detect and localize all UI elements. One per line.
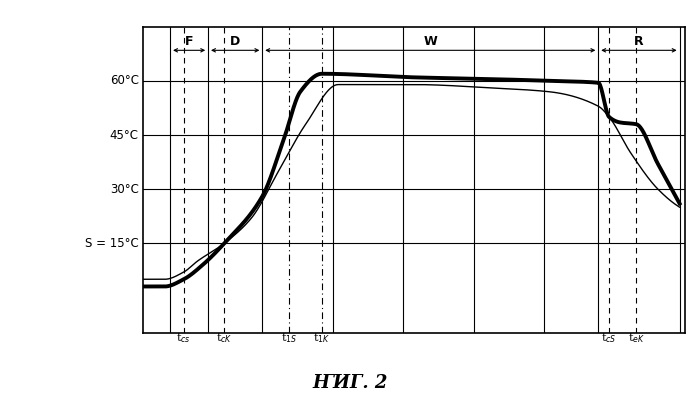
Text: S = 15°C: S = 15°C [85,237,139,250]
Text: t$_{cS}$: t$_{cS}$ [601,331,617,345]
Text: F: F [185,35,193,48]
Text: t$_{eK}$: t$_{eK}$ [628,331,645,345]
Text: R: R [634,35,644,48]
Text: 45°C: 45°C [110,129,139,141]
Text: 30°C: 30°C [110,183,139,196]
Text: t$_{cK}$: t$_{cK}$ [216,331,232,345]
Text: t$_{1S}$: t$_{1S}$ [281,331,298,345]
Text: 60°C: 60°C [110,74,139,88]
Text: ҤИГ. 2: ҤИГ. 2 [312,374,388,392]
Text: t$_{1K}$: t$_{1K}$ [314,331,330,345]
Text: t$_{cs}$: t$_{cs}$ [176,331,191,345]
Text: W: W [424,35,438,48]
Text: D: D [230,35,240,48]
